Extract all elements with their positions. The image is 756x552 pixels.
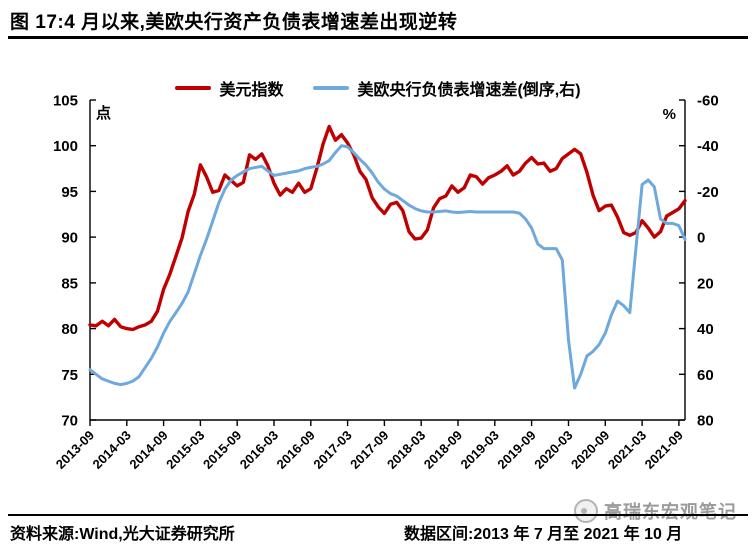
right-axis-tick-label: 80 [697, 413, 714, 430]
left-axis-tick-label: 75 [61, 367, 78, 384]
x-axis-tick-label: 2020-03 [531, 428, 575, 472]
left-axis-tick-label: 90 [61, 230, 78, 247]
x-axis-tick-label: 2013-09 [53, 428, 97, 472]
x-axis-tick-label: 2019-09 [494, 428, 538, 472]
right-axis-tick-label: 60 [697, 367, 714, 384]
right-axis-tick-label: -60 [697, 93, 719, 110]
figure-title: 图 17:4 月以来,美欧央行资产负债表增速差出现逆转 [10, 12, 458, 33]
watermark-logo-dot [581, 508, 587, 514]
legend-item-balance-sheet-gap: 美欧央行负债表增速差(倒序,右) [313, 76, 581, 100]
source-note: 资料来源:Wind,光大证券研究所 [10, 526, 235, 543]
left-axis-tick-label: 105 [53, 93, 78, 110]
x-axis-tick-label: 2021-09 [642, 428, 686, 472]
axis-labels: 105 100 95 90 85 80 75 70 -60 -40 -20 0 20 40 60 80 2013… [53, 93, 719, 472]
axes [89, 99, 686, 426]
left-axis-tick-label: 95 [61, 184, 78, 201]
right-axis-tick-label: -40 [697, 138, 719, 155]
x-axis-tick-label: 2018-03 [384, 428, 428, 472]
legend-line-blue-icon [313, 86, 350, 90]
x-axis-tick-label: 2018-09 [421, 428, 465, 472]
left-axis-tick-label: 80 [61, 321, 78, 338]
right-axis-tick-label: 20 [697, 275, 714, 292]
legend-label-usd-index: 美元指数 [219, 82, 284, 99]
x-axis-tick-label: 2019-03 [458, 428, 502, 472]
right-axis-unit: % [663, 106, 676, 123]
watermark-text: 高瑞东宏观笔记 [604, 502, 737, 522]
legend-item-usd-index: 美元指数 [175, 76, 283, 100]
series-line-balance-sheet-gap [88, 144, 687, 390]
chart-legend: 美元指数 美欧央行负债表增速差(倒序,右) [0, 76, 756, 100]
x-axis-tick-label: 2020-09 [568, 428, 612, 472]
legend-label-balance-sheet-gap: 美欧央行负债表增速差(倒序,右) [357, 82, 581, 99]
data-range-note: 数据区间:2013 年 7 月至 2021 年 10 月 [404, 526, 683, 543]
x-axis-tick-label: 2015-09 [200, 428, 244, 472]
x-axis-tick-label: 2017-09 [347, 428, 391, 472]
right-axis-tick-label: -20 [697, 184, 719, 201]
watermark-logo-icon [574, 499, 598, 523]
left-axis-tick-label: 70 [61, 413, 78, 430]
watermark: 高瑞东宏观笔记 [574, 498, 737, 524]
left-axis-tick-label: 85 [61, 275, 78, 292]
x-axis-tick-label: 2015-03 [163, 428, 207, 472]
left-axis-unit: 点 [96, 105, 111, 122]
footer-divider [8, 514, 748, 516]
title-divider [8, 36, 748, 39]
legend-line-red-icon [175, 86, 212, 90]
right-axis-tick-label: 40 [697, 321, 714, 338]
x-axis-tick-label: 2016-09 [274, 428, 318, 472]
x-axis-tick-label: 2021-03 [605, 428, 649, 472]
x-axis-tick-label: 2017-03 [310, 428, 354, 472]
series-line-usd-index [88, 124, 687, 332]
x-axis-tick-label: 2014-03 [90, 428, 134, 472]
left-axis-tick-label: 100 [53, 138, 78, 155]
x-axis-tick-label: 2014-09 [126, 428, 170, 472]
x-axis-tick-label: 2016-03 [237, 428, 281, 472]
right-axis-tick-label: 0 [697, 230, 705, 247]
